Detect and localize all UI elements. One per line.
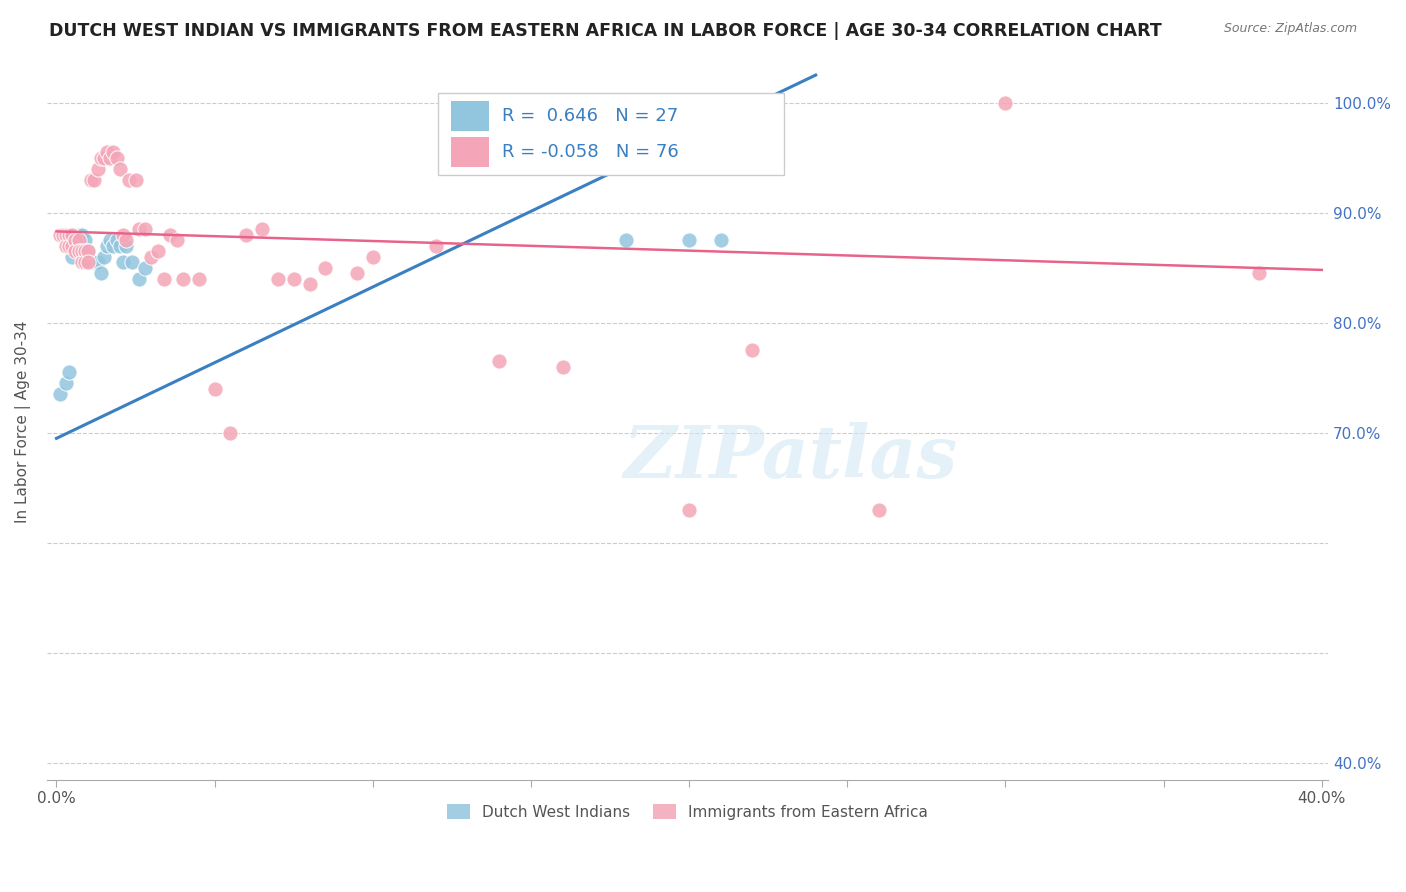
Point xyxy=(298,277,321,292)
Point xyxy=(60,250,83,264)
Point xyxy=(267,271,290,285)
Y-axis label: In Labor Force | Age 30-34: In Labor Force | Age 30-34 xyxy=(15,320,31,523)
Point xyxy=(128,271,150,285)
Point xyxy=(52,227,75,242)
Point xyxy=(868,503,890,517)
Point xyxy=(77,244,100,259)
Point xyxy=(93,151,115,165)
Text: R =  0.646   N = 27: R = 0.646 N = 27 xyxy=(502,107,678,125)
Text: R = -0.058   N = 76: R = -0.058 N = 76 xyxy=(502,143,679,161)
Point xyxy=(678,503,700,517)
Point xyxy=(58,227,80,242)
Point xyxy=(60,238,83,252)
Point xyxy=(73,255,96,269)
Legend: Dutch West Indians, Immigrants from Eastern Africa: Dutch West Indians, Immigrants from East… xyxy=(441,797,934,826)
FancyBboxPatch shape xyxy=(437,93,783,175)
Point xyxy=(187,271,209,285)
Point xyxy=(98,151,121,165)
Point xyxy=(70,244,93,259)
Point xyxy=(58,238,80,252)
Point xyxy=(60,227,83,242)
Point xyxy=(48,387,70,401)
Point xyxy=(96,238,118,252)
Text: ZIPatlas: ZIPatlas xyxy=(623,422,957,493)
Point xyxy=(93,250,115,264)
Point xyxy=(250,222,273,236)
Point xyxy=(115,233,138,247)
Point xyxy=(98,233,121,247)
Point xyxy=(67,244,90,259)
Point xyxy=(96,145,118,160)
Point xyxy=(172,271,194,285)
Point xyxy=(134,260,156,275)
Point xyxy=(65,244,87,259)
Point xyxy=(710,233,733,247)
Point xyxy=(361,250,384,264)
Point xyxy=(65,238,87,252)
Point xyxy=(128,222,150,236)
Point xyxy=(118,172,141,186)
Point xyxy=(124,172,146,186)
Point xyxy=(58,365,80,379)
Text: DUTCH WEST INDIAN VS IMMIGRANTS FROM EASTERN AFRICA IN LABOR FORCE | AGE 30-34 C: DUTCH WEST INDIAN VS IMMIGRANTS FROM EAS… xyxy=(49,22,1161,40)
Point xyxy=(48,227,70,242)
Point xyxy=(488,354,510,368)
Point xyxy=(314,260,336,275)
Point xyxy=(159,227,181,242)
Point xyxy=(86,255,108,269)
Point xyxy=(346,266,368,280)
Point xyxy=(551,359,574,374)
Point xyxy=(103,238,125,252)
Point xyxy=(219,425,242,440)
Point xyxy=(90,266,112,280)
Point xyxy=(77,255,100,269)
Point xyxy=(67,227,90,242)
Point xyxy=(994,95,1017,110)
Point xyxy=(678,233,700,247)
Point xyxy=(73,244,96,259)
Point xyxy=(73,233,96,247)
Point xyxy=(70,255,93,269)
FancyBboxPatch shape xyxy=(450,101,489,131)
Point xyxy=(134,222,156,236)
Point xyxy=(80,172,103,186)
Point xyxy=(90,151,112,165)
Point xyxy=(86,161,108,176)
Point xyxy=(166,233,188,247)
Point xyxy=(111,227,134,242)
Point xyxy=(105,151,128,165)
Point xyxy=(425,238,447,252)
Point xyxy=(55,238,77,252)
Point xyxy=(55,376,77,391)
Point xyxy=(83,172,105,186)
FancyBboxPatch shape xyxy=(450,136,489,167)
Point xyxy=(77,244,100,259)
Point xyxy=(103,145,125,160)
Point xyxy=(1247,266,1270,280)
Point xyxy=(67,233,90,247)
Point xyxy=(121,255,143,269)
Point xyxy=(741,343,763,358)
Point xyxy=(55,227,77,242)
Point xyxy=(204,382,226,396)
Point xyxy=(111,255,134,269)
Point xyxy=(108,161,131,176)
Point xyxy=(108,238,131,252)
Point xyxy=(283,271,305,285)
Point xyxy=(146,244,169,259)
Text: Source: ZipAtlas.com: Source: ZipAtlas.com xyxy=(1223,22,1357,36)
Point xyxy=(614,233,637,247)
Point xyxy=(153,271,176,285)
Point xyxy=(105,233,128,247)
Point xyxy=(80,255,103,269)
Point xyxy=(235,227,257,242)
Point xyxy=(83,255,105,269)
Point xyxy=(141,250,163,264)
Point xyxy=(115,238,138,252)
Point xyxy=(70,227,93,242)
Point xyxy=(65,233,87,247)
